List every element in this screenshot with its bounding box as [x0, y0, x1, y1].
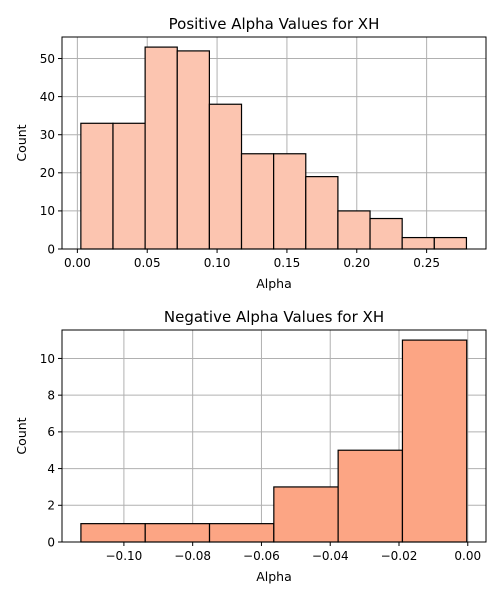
x-tick-label: 0.25 [413, 256, 440, 270]
x-tick-label: −0.06 [243, 549, 280, 563]
x-tick-label: −0.10 [106, 549, 143, 563]
y-tick-label: 2 [47, 499, 55, 513]
y-tick-label: 0 [47, 242, 55, 256]
x-tick-label: 0.15 [274, 256, 301, 270]
x-axis-label: Alpha [256, 569, 292, 584]
y-tick-label: 10 [40, 204, 55, 218]
y-axis-label: Count [14, 124, 29, 161]
histogram-bar [144, 46, 178, 250]
y-tick-label: 6 [47, 425, 55, 439]
x-tick-label: 0.10 [204, 256, 231, 270]
x-tick-label: 0.00 [64, 256, 91, 270]
x-tick-label: 0.05 [134, 256, 161, 270]
histogram-bar [273, 153, 307, 250]
chart-title: Negative Alpha Values for XH [164, 308, 384, 326]
histogram-bar [240, 153, 275, 250]
y-tick-label: 10 [40, 352, 55, 366]
y-axis-label: Count [14, 417, 29, 454]
histogram-bar [369, 217, 403, 250]
histogram-bar [401, 236, 435, 250]
histogram-bar [305, 176, 339, 250]
y-tick-label: 8 [47, 388, 55, 402]
histogram-bar [337, 210, 371, 250]
chart-title: Positive Alpha Values for XH [169, 15, 380, 33]
histogram-bar [273, 486, 339, 543]
histogram-bar [144, 523, 211, 543]
x-tick-label: −0.04 [312, 549, 349, 563]
x-axis-label: Alpha [256, 276, 292, 291]
histogram-bar [80, 523, 146, 543]
histogram-bar [176, 50, 210, 250]
histogram-bar [208, 103, 243, 250]
x-tick-label: −0.08 [174, 549, 211, 563]
chart-2: −0.10 −0.08 −0.06 −0.04 −0.02 0.00 0 2 4 6 8 10 Nega… [14, 308, 487, 584]
histogram-bar [401, 339, 468, 543]
y-tick-label: 40 [40, 90, 55, 104]
x-tick-label: 0.00 [454, 549, 481, 563]
x-tick-label: −0.02 [381, 549, 418, 563]
chart-1: 0.00 0.05 0.10 0.15 0.20 0.25 0 10 20 30 40 50 Posit… [14, 15, 487, 291]
histogram-bar [80, 122, 114, 250]
y-tick-label: 20 [40, 166, 55, 180]
y-tick-label: 50 [40, 52, 55, 66]
histogram-bar [433, 236, 468, 250]
y-tick-label: 0 [47, 535, 55, 549]
plot-frame [61, 329, 487, 543]
histogram-bar [337, 449, 404, 543]
histogram-bar [112, 122, 146, 250]
histogram-bar [208, 523, 275, 543]
x-tick-label: 0.20 [343, 256, 370, 270]
y-tick-label: 4 [47, 462, 55, 476]
plot-frame [61, 36, 487, 250]
y-tick-label: 30 [40, 128, 55, 142]
